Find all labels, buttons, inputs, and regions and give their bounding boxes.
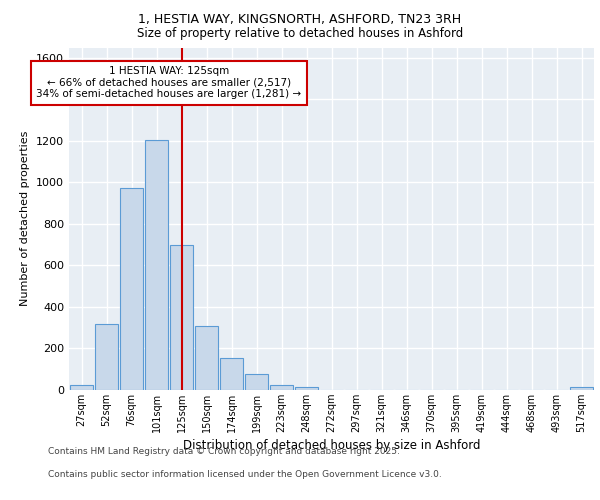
Text: 1 HESTIA WAY: 125sqm
← 66% of detached houses are smaller (2,517)
34% of semi-de: 1 HESTIA WAY: 125sqm ← 66% of detached h…: [37, 66, 302, 100]
Bar: [269, 385, 293, 390]
Bar: [145, 140, 169, 390]
Bar: [170, 244, 193, 390]
Text: Contains public sector information licensed under the Open Government Licence v3: Contains public sector information licen…: [48, 470, 442, 479]
Bar: [295, 387, 319, 390]
Y-axis label: Number of detached properties: Number of detached properties: [20, 131, 31, 306]
Bar: [95, 324, 118, 390]
Bar: [569, 387, 593, 390]
Text: Size of property relative to detached houses in Ashford: Size of property relative to detached ho…: [137, 28, 463, 40]
Text: 1, HESTIA WAY, KINGSNORTH, ASHFORD, TN23 3RH: 1, HESTIA WAY, KINGSNORTH, ASHFORD, TN23…: [139, 12, 461, 26]
Bar: [220, 358, 244, 390]
Bar: [70, 385, 94, 390]
Bar: [194, 326, 218, 390]
X-axis label: Distribution of detached houses by size in Ashford: Distribution of detached houses by size …: [183, 439, 480, 452]
Bar: [119, 188, 143, 390]
Text: Contains HM Land Registry data © Crown copyright and database right 2025.: Contains HM Land Registry data © Crown c…: [48, 448, 400, 456]
Bar: [245, 374, 268, 390]
